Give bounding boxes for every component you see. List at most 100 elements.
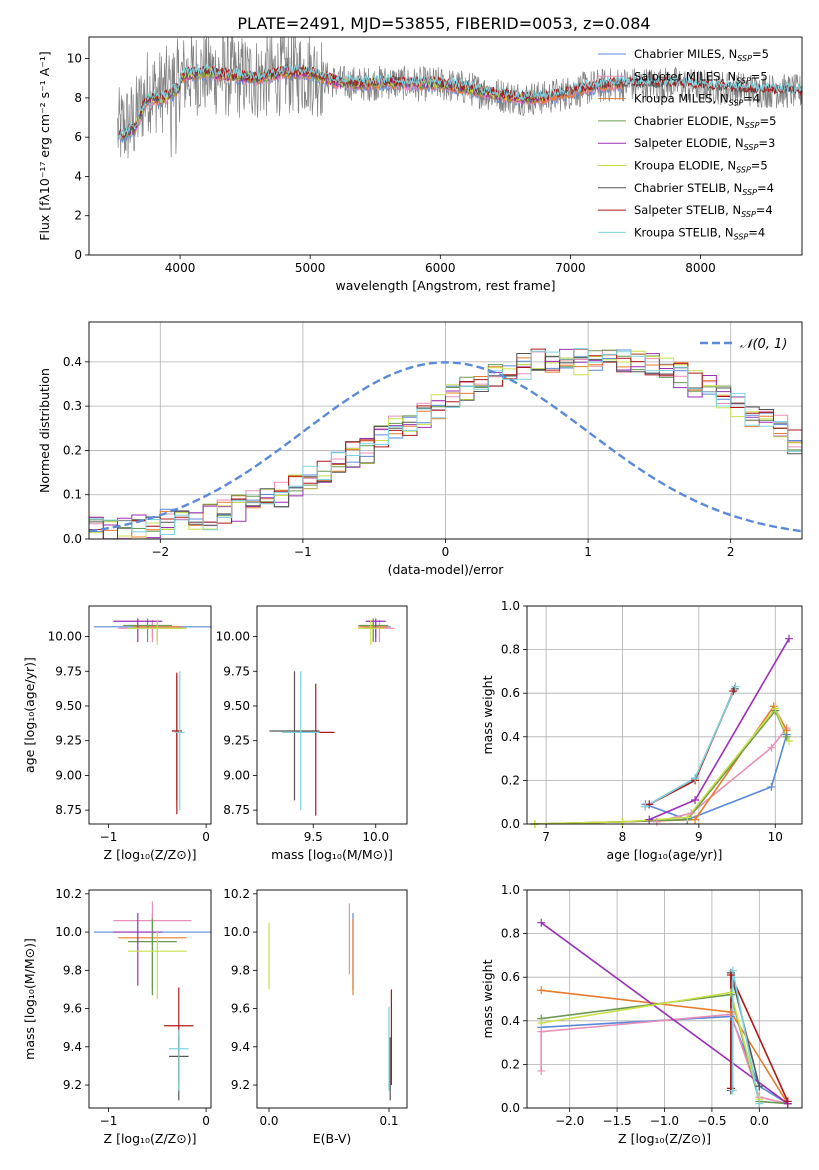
spectrum-ytick-label: 6 [74, 130, 82, 144]
age_vs_mass-ytick-label: 8.75 [223, 803, 250, 817]
mass_vs_ebv-frame [256, 889, 408, 1109]
residuals-ylabel: Normed distribution [37, 368, 52, 493]
weight_vs_age-marker [683, 813, 692, 822]
spectrum-legend-label: Kroupa ELODIE, NSSP=5 [634, 159, 768, 175]
weight_vs_Z-marker [728, 966, 737, 975]
mass_vs_ebv-xtick-label: 0.0 [259, 1114, 278, 1128]
mass_vs_Z-plot-area [93, 901, 211, 1101]
age_vs_mass-ytick-label: 9.75 [223, 664, 250, 678]
age_vs_mass-ytick-label: 9.25 [223, 734, 250, 748]
age_vs_Z-ytick-label: 10.00 [48, 630, 82, 644]
weight_vs_age-marker [641, 802, 650, 811]
spectrum-xtick-label: 8000 [685, 261, 716, 275]
age_vs_Z-ytick-label: 9.75 [55, 664, 82, 678]
mass_vs_Z-ytick-label: 9.8 [63, 963, 82, 977]
mass_vs_Z-axes-group: −1 0 9.2 9.4 9.6 9.8 10.0 10.2 Z [log₁₀(Z/Z⊙)] ma… [22, 887, 212, 1146]
weight_vs_Z-ytick-label: 0.0 [501, 1101, 520, 1115]
spectrum-legend: Chabrier MILES, NSSP=5 Salpeter MILES, NS… [598, 47, 776, 241]
weight_vs_Z-xtick-label: −0.5 [697, 1114, 726, 1128]
weight_vs_age-ytick-label: 0.8 [501, 643, 520, 657]
weight_vs_age-marker [785, 634, 794, 643]
age_vs_Z-ytick-label: 9.00 [55, 768, 82, 782]
weight_vs_Z-marker [755, 1082, 764, 1091]
weight_vs_age-marker [731, 682, 740, 691]
weight_vs_age-xtick-label: 10 [768, 830, 783, 844]
weight_vs_Z-marker [728, 1086, 737, 1095]
weight_vs_Z-marker [537, 918, 546, 927]
residual-hist-kroupa_stelib [89, 348, 802, 535]
age_vs_mass-frame [256, 605, 408, 825]
mass_vs_Z-ytick-label: 9.4 [63, 1040, 82, 1054]
weight_vs_Z-marker [726, 1008, 735, 1017]
weight_vs_Z-marker [537, 986, 546, 995]
spectrum-xtick-label: 4000 [165, 261, 196, 275]
weight_vs_Z-frame [526, 889, 803, 1109]
spectrum-xtick-label: 6000 [425, 261, 456, 275]
figure-title: PLATE=2491, MJD=53855, FIBERID=0053, z=0… [237, 14, 650, 33]
weight_vs_age-ytick-label: 0.6 [501, 686, 520, 700]
spectrum-ytick-label: 10 [67, 52, 82, 66]
weight_vs_Z-marker [537, 1027, 546, 1036]
weight_vs_Z-ytick-label: 0.6 [501, 970, 520, 984]
spectrum-ytick-label: 8 [74, 91, 82, 105]
residuals-xtick-label: 1 [584, 545, 592, 559]
weight_vs_age-marker [691, 815, 700, 824]
mass_vs_Z-ytick-label: 9.6 [63, 1002, 82, 1016]
weight_vs_Z-marker [726, 971, 735, 980]
weight_vs_age-marker [782, 732, 791, 741]
spectrum-legend-label: Salpeter MILES, NSSP=5 [634, 69, 768, 85]
spectrum-ytick-label: 2 [74, 209, 82, 223]
residuals-ytick-label: 0.0 [63, 532, 82, 546]
weight_vs_Z-series-chabrier_miles [541, 1015, 789, 1105]
mass_vs_Z-xtick-label: −1 [100, 1114, 118, 1128]
weight_vs_Z-xtick-label: 0.0 [750, 1114, 769, 1128]
spectrum-xtick-label: 7000 [555, 261, 586, 275]
spectrum-axes-group: 4000 5000 6000 7000 8000 0 2 4 6 8 10 wavelength [A… [37, 36, 803, 293]
age_vs_Z-xtick-label: 0 [202, 830, 210, 844]
weight_vs_age-ylabel: mass weight [480, 675, 495, 754]
weight_vs_age-marker [691, 796, 700, 805]
age_vs_Z-xtick-label: −1 [100, 830, 118, 844]
spectrum-ytick-label: 4 [74, 169, 82, 183]
spectrum-frame [88, 36, 803, 256]
age_vs_Z-plot-area [93, 618, 211, 815]
mass_vs_ebv-ytick-label: 9.2 [231, 1078, 250, 1092]
age_vs_Z-ytick-label: 9.25 [55, 734, 82, 748]
weight_vs_age-xtick-label: 9 [695, 830, 703, 844]
residuals-xtick-label: 2 [727, 545, 735, 559]
age_vs_mass-plot-area [269, 618, 395, 816]
mass_vs_ebv-ytick-label: 10.2 [223, 887, 250, 901]
mass_vs_Z-xlabel: Z [log₁₀(Z/Z⊙)] [104, 1131, 197, 1146]
weight_vs_Z-ytick-label: 0.4 [501, 1014, 520, 1028]
spectrum-ytick-label: 0 [74, 248, 82, 262]
mass_vs_ebv-ytick-label: 9.8 [231, 963, 250, 977]
age_vs_Z-axes-group: −1 0 8.75 9.00 9.25 9.50 9.75 10.00 Z [log₁₀(Z/Z… [22, 605, 212, 862]
mass_vs_ebv-xtick-label: 0.1 [379, 1114, 398, 1128]
age_vs_Z-frame [88, 605, 212, 825]
residuals-plot-area [89, 348, 802, 539]
weight_vs_Z-ylabel: mass weight [480, 959, 495, 1038]
age_vs_mass-ytick-label: 10.00 [216, 630, 250, 644]
weight_vs_age-marker [729, 687, 738, 696]
weight_vs_Z-xtick-label: −2.0 [555, 1114, 584, 1128]
age_vs_Z-ylabel: age [log₁₀(age/yr)] [22, 657, 37, 773]
residuals-ytick-label: 0.3 [63, 399, 82, 413]
residuals-ytick-label: 0.2 [63, 443, 82, 457]
residuals-xtick-label: −1 [294, 545, 312, 559]
mass_vs_ebv-ytick-label: 10.0 [223, 925, 250, 939]
normal-curve [89, 361, 802, 533]
age_vs_mass-ytick-label: 9.50 [223, 699, 250, 713]
weight_vs_Z-ytick-label: 1.0 [501, 883, 520, 897]
mass_vs_ebv-xlabel: E(B-V) [313, 1131, 352, 1146]
mass_vs_Z-xtick-label: 0 [202, 1114, 210, 1128]
spectrum-legend-label: Kroupa STELIB, NSSP=4 [634, 225, 765, 241]
residuals-xtick-label: −2 [151, 545, 169, 559]
weight_vs_age-ytick-label: 0.4 [501, 730, 520, 744]
age_vs_mass-axes-group: 9.5 10.0 8.75 9.00 9.25 9.50 9.75 10.00 mass [lo… [216, 605, 408, 862]
mass_vs_Z-ylabel: mass [log₁₀(M/M⊙)] [22, 938, 37, 1060]
weight_vs_age-marker [691, 774, 700, 783]
mass_vs_Z-ytick-label: 9.2 [63, 1078, 82, 1092]
residuals-ytick-label: 0.4 [63, 355, 82, 369]
mass_vs_ebv-ytick-label: 9.6 [231, 1002, 250, 1016]
spectrum-legend-label: Salpeter STELIB, NSSP=4 [634, 203, 773, 219]
